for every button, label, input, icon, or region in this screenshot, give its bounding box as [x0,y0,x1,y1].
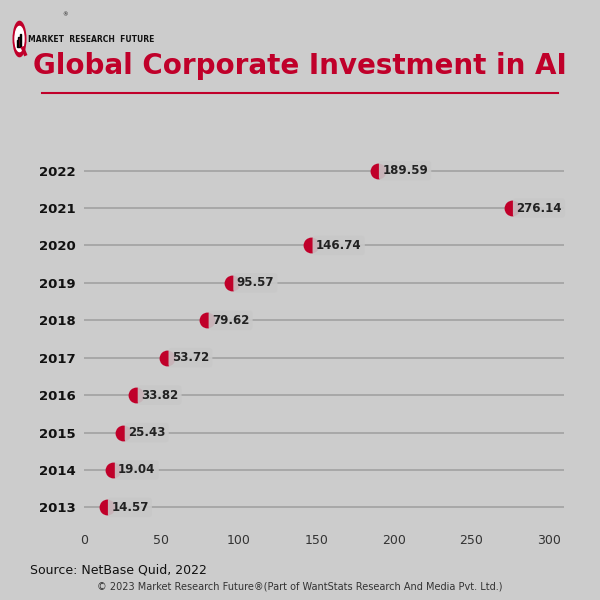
Text: 19.04: 19.04 [118,463,155,476]
FancyBboxPatch shape [20,34,21,47]
Text: 25.43: 25.43 [128,426,166,439]
Point [202,316,212,325]
Point [307,241,316,250]
Text: 276.14: 276.14 [516,202,562,215]
Point [507,203,517,213]
Point [109,465,118,475]
FancyBboxPatch shape [17,40,18,47]
Text: 189.59: 189.59 [382,164,428,177]
Text: 95.57: 95.57 [236,277,274,289]
Text: Global Corporate Investment in AI: Global Corporate Investment in AI [33,52,567,80]
Text: 146.74: 146.74 [316,239,361,252]
Circle shape [15,26,24,52]
Text: 53.72: 53.72 [172,351,209,364]
Text: MARKET  RESEARCH  FUTURE: MARKET RESEARCH FUTURE [29,34,155,43]
Point [227,278,237,287]
Text: 79.62: 79.62 [212,314,250,327]
Circle shape [13,22,26,56]
Point [119,428,128,437]
Point [373,166,382,175]
Point [163,353,172,362]
Point [131,391,141,400]
Text: © 2023 Market Research Future®(Part of WantStats Research And Media Pvt. Ltd.): © 2023 Market Research Future®(Part of W… [97,582,503,592]
Text: Source: NetBase Quid, 2022: Source: NetBase Quid, 2022 [30,563,207,577]
Point [102,503,112,512]
Text: ®: ® [62,12,68,17]
Text: 14.57: 14.57 [111,501,149,514]
Text: 33.82: 33.82 [141,389,178,401]
